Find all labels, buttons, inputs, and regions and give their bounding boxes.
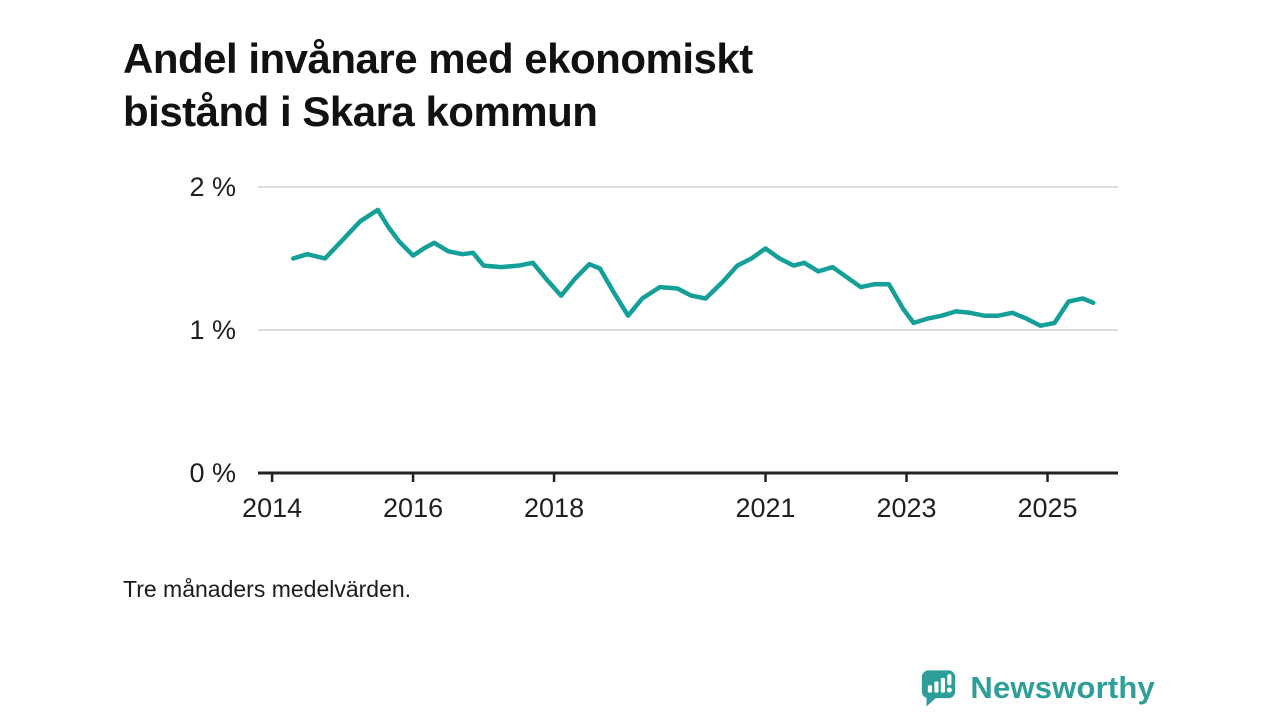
newsworthy-logo: Newsworthy <box>920 668 1155 708</box>
x-axis-label: 2016 <box>383 493 443 523</box>
chart-title: Andel invånare med ekonomiskt bistånd i … <box>123 35 753 136</box>
chart-footnote: Tre månaders medelvärden. <box>123 576 412 602</box>
brand-name: Newsworthy <box>970 670 1155 705</box>
x-axis-label: 2018 <box>524 493 584 523</box>
y-axis-label: 2 % <box>189 172 236 202</box>
trend-line <box>290 207 1096 328</box>
x-axis-label: 2023 <box>876 493 936 523</box>
y-axis-label: 0 % <box>189 458 236 488</box>
x-axis-label: 2014 <box>242 493 302 523</box>
y-axis-label: 1 % <box>189 315 236 345</box>
x-axis-label: 2021 <box>736 493 796 523</box>
x-axis-label: 2025 <box>1017 493 1077 523</box>
bar-chart-speech-bubble-icon <box>922 670 956 707</box>
